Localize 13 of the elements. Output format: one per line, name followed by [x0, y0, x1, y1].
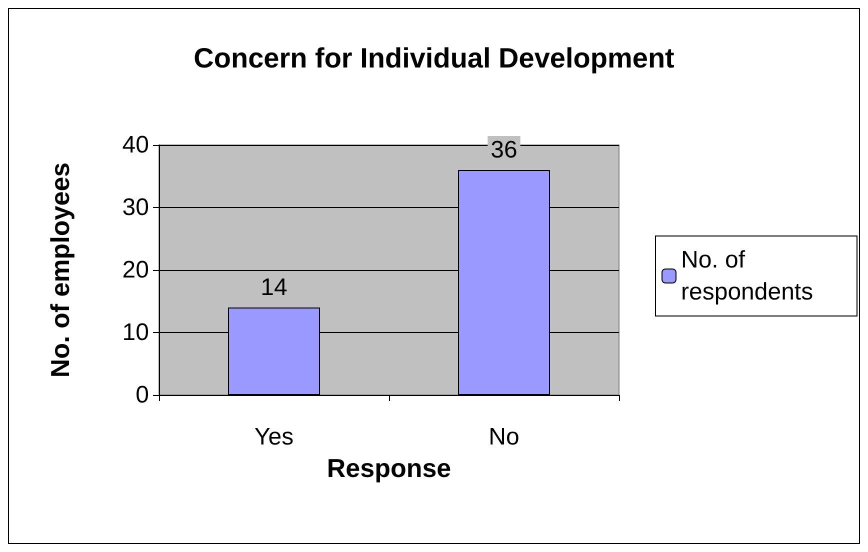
- y-tick-label: 40: [122, 132, 149, 158]
- y-tick-label: 20: [122, 256, 149, 284]
- chart-title: Concern for Individual Development: [194, 42, 674, 74]
- x-tick-label: No: [488, 424, 520, 450]
- y-tick-label: 30: [122, 194, 149, 221]
- legend-label: No. of respondents: [681, 246, 814, 306]
- y-tick-label: 0: [136, 382, 149, 408]
- x-axis-title: Response: [326, 453, 452, 483]
- x-tick-label: Yes: [254, 424, 294, 450]
- y-tick-label: 10: [122, 319, 149, 346]
- y-axis-title: No. of employees: [45, 162, 75, 378]
- data-label: 14: [260, 274, 288, 301]
- data-label: 36: [490, 136, 518, 164]
